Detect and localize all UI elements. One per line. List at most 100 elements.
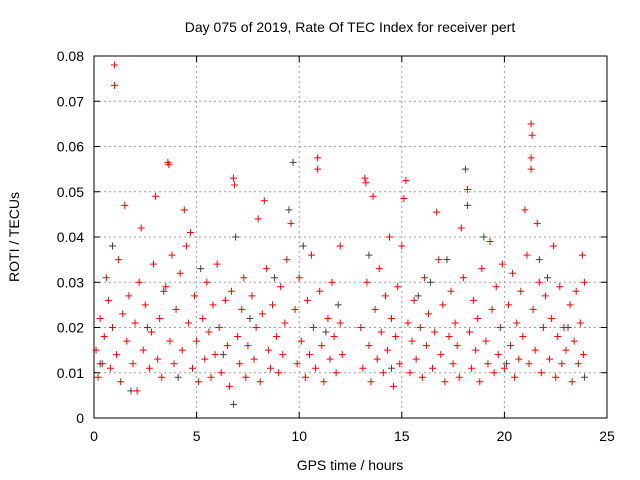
data-point-red — [527, 120, 535, 128]
data-point-red — [283, 256, 291, 264]
data-point-red — [554, 333, 562, 341]
data-point-red — [513, 319, 521, 327]
data-point-red — [305, 351, 313, 359]
data-point-red — [478, 265, 486, 273]
data-point-red — [310, 324, 318, 331]
data-point-red — [424, 310, 432, 318]
data-point-red — [176, 269, 184, 277]
data-point-red — [338, 351, 346, 359]
x-tick-label: 0 — [90, 428, 98, 444]
data-point-red — [312, 364, 320, 372]
data-point-red — [558, 360, 566, 368]
y-tick-label: 0.07 — [57, 93, 84, 109]
data-point-red — [422, 342, 430, 350]
data-point-grey — [480, 233, 488, 241]
y-axis-label: ROTI / TECUs — [6, 192, 22, 282]
data-point-red — [539, 324, 547, 331]
data-point-red — [260, 197, 268, 205]
data-point-red — [435, 256, 443, 264]
data-point-red — [258, 310, 266, 318]
y-tick-label: 0 — [76, 410, 84, 426]
data-point-red — [379, 369, 387, 377]
data-point-grey — [461, 165, 469, 173]
data-point-red — [209, 301, 217, 309]
data-point-red — [223, 342, 231, 350]
data-point-red — [303, 296, 311, 304]
data-point-red — [277, 283, 285, 291]
data-point-red — [320, 378, 328, 386]
data-point-red — [332, 369, 340, 377]
data-point-grey — [232, 233, 240, 241]
data-point-red — [180, 206, 188, 214]
data-point-red — [191, 292, 199, 300]
data-point-red — [314, 165, 322, 173]
data-point-red — [560, 324, 568, 331]
data-point-red — [291, 305, 299, 313]
data-point-red — [476, 378, 484, 386]
data-point-red — [252, 324, 260, 331]
data-point-red — [242, 373, 250, 381]
data-point-red — [195, 378, 203, 386]
data-point-red — [221, 296, 229, 304]
data-point-grey — [299, 242, 307, 250]
data-point-red — [579, 351, 587, 359]
data-point-red — [211, 351, 219, 359]
data-point-grey — [414, 292, 422, 300]
data-point-red — [111, 81, 119, 89]
data-point-grey — [246, 314, 254, 322]
data-point-grey — [543, 274, 551, 282]
data-point-red — [244, 342, 252, 350]
data-point-red — [273, 333, 281, 341]
data-point-red — [412, 355, 420, 363]
data-point-red — [154, 355, 162, 363]
data-point-grey — [160, 287, 168, 295]
data-point-red — [217, 369, 225, 377]
data-point-red — [359, 364, 367, 372]
data-point-red — [139, 346, 147, 354]
data-point-red — [205, 328, 213, 336]
data-point-red — [188, 364, 196, 372]
data-point-red — [254, 215, 262, 223]
data-point-grey — [427, 278, 435, 286]
data-point-red — [369, 192, 377, 200]
data-point-red — [166, 337, 174, 345]
data-point-red — [129, 360, 137, 368]
data-point-red — [168, 251, 176, 259]
data-point-red — [459, 274, 467, 282]
data-point-grey — [127, 387, 135, 395]
data-point-red — [117, 378, 125, 386]
series-grey — [96, 158, 588, 408]
data-point-red — [525, 360, 533, 368]
data-point-red — [494, 351, 502, 359]
data-point-red — [108, 324, 116, 331]
data-point-red — [529, 305, 537, 313]
data-point-red — [482, 337, 490, 345]
data-point-red — [150, 260, 158, 268]
data-point-red — [234, 333, 242, 341]
data-point-red — [193, 337, 201, 345]
x-axis-label: GPS time / hours — [297, 457, 404, 473]
data-point-red — [451, 319, 459, 327]
data-point-red — [238, 305, 246, 313]
data-point-red — [416, 324, 424, 331]
data-point-red — [457, 224, 465, 232]
data-point-grey — [271, 274, 279, 282]
data-point-red — [365, 342, 373, 350]
data-point-red — [186, 228, 194, 236]
data-point-red — [381, 292, 389, 300]
data-point-red — [287, 219, 295, 227]
data-point-red — [316, 287, 324, 295]
data-point-red — [463, 185, 471, 193]
data-point-red — [472, 346, 480, 354]
data-point-red — [152, 192, 160, 200]
data-point-red — [328, 278, 336, 286]
data-point-red — [215, 324, 223, 331]
data-point-red — [519, 333, 527, 341]
data-point-red — [388, 314, 396, 322]
data-point-red — [546, 355, 554, 363]
data-point-red — [96, 314, 104, 322]
data-point-red — [123, 337, 131, 345]
chart-title: Day 075 of 2019, Rate Of TEC Index for r… — [185, 19, 516, 35]
data-point-red — [182, 242, 190, 250]
